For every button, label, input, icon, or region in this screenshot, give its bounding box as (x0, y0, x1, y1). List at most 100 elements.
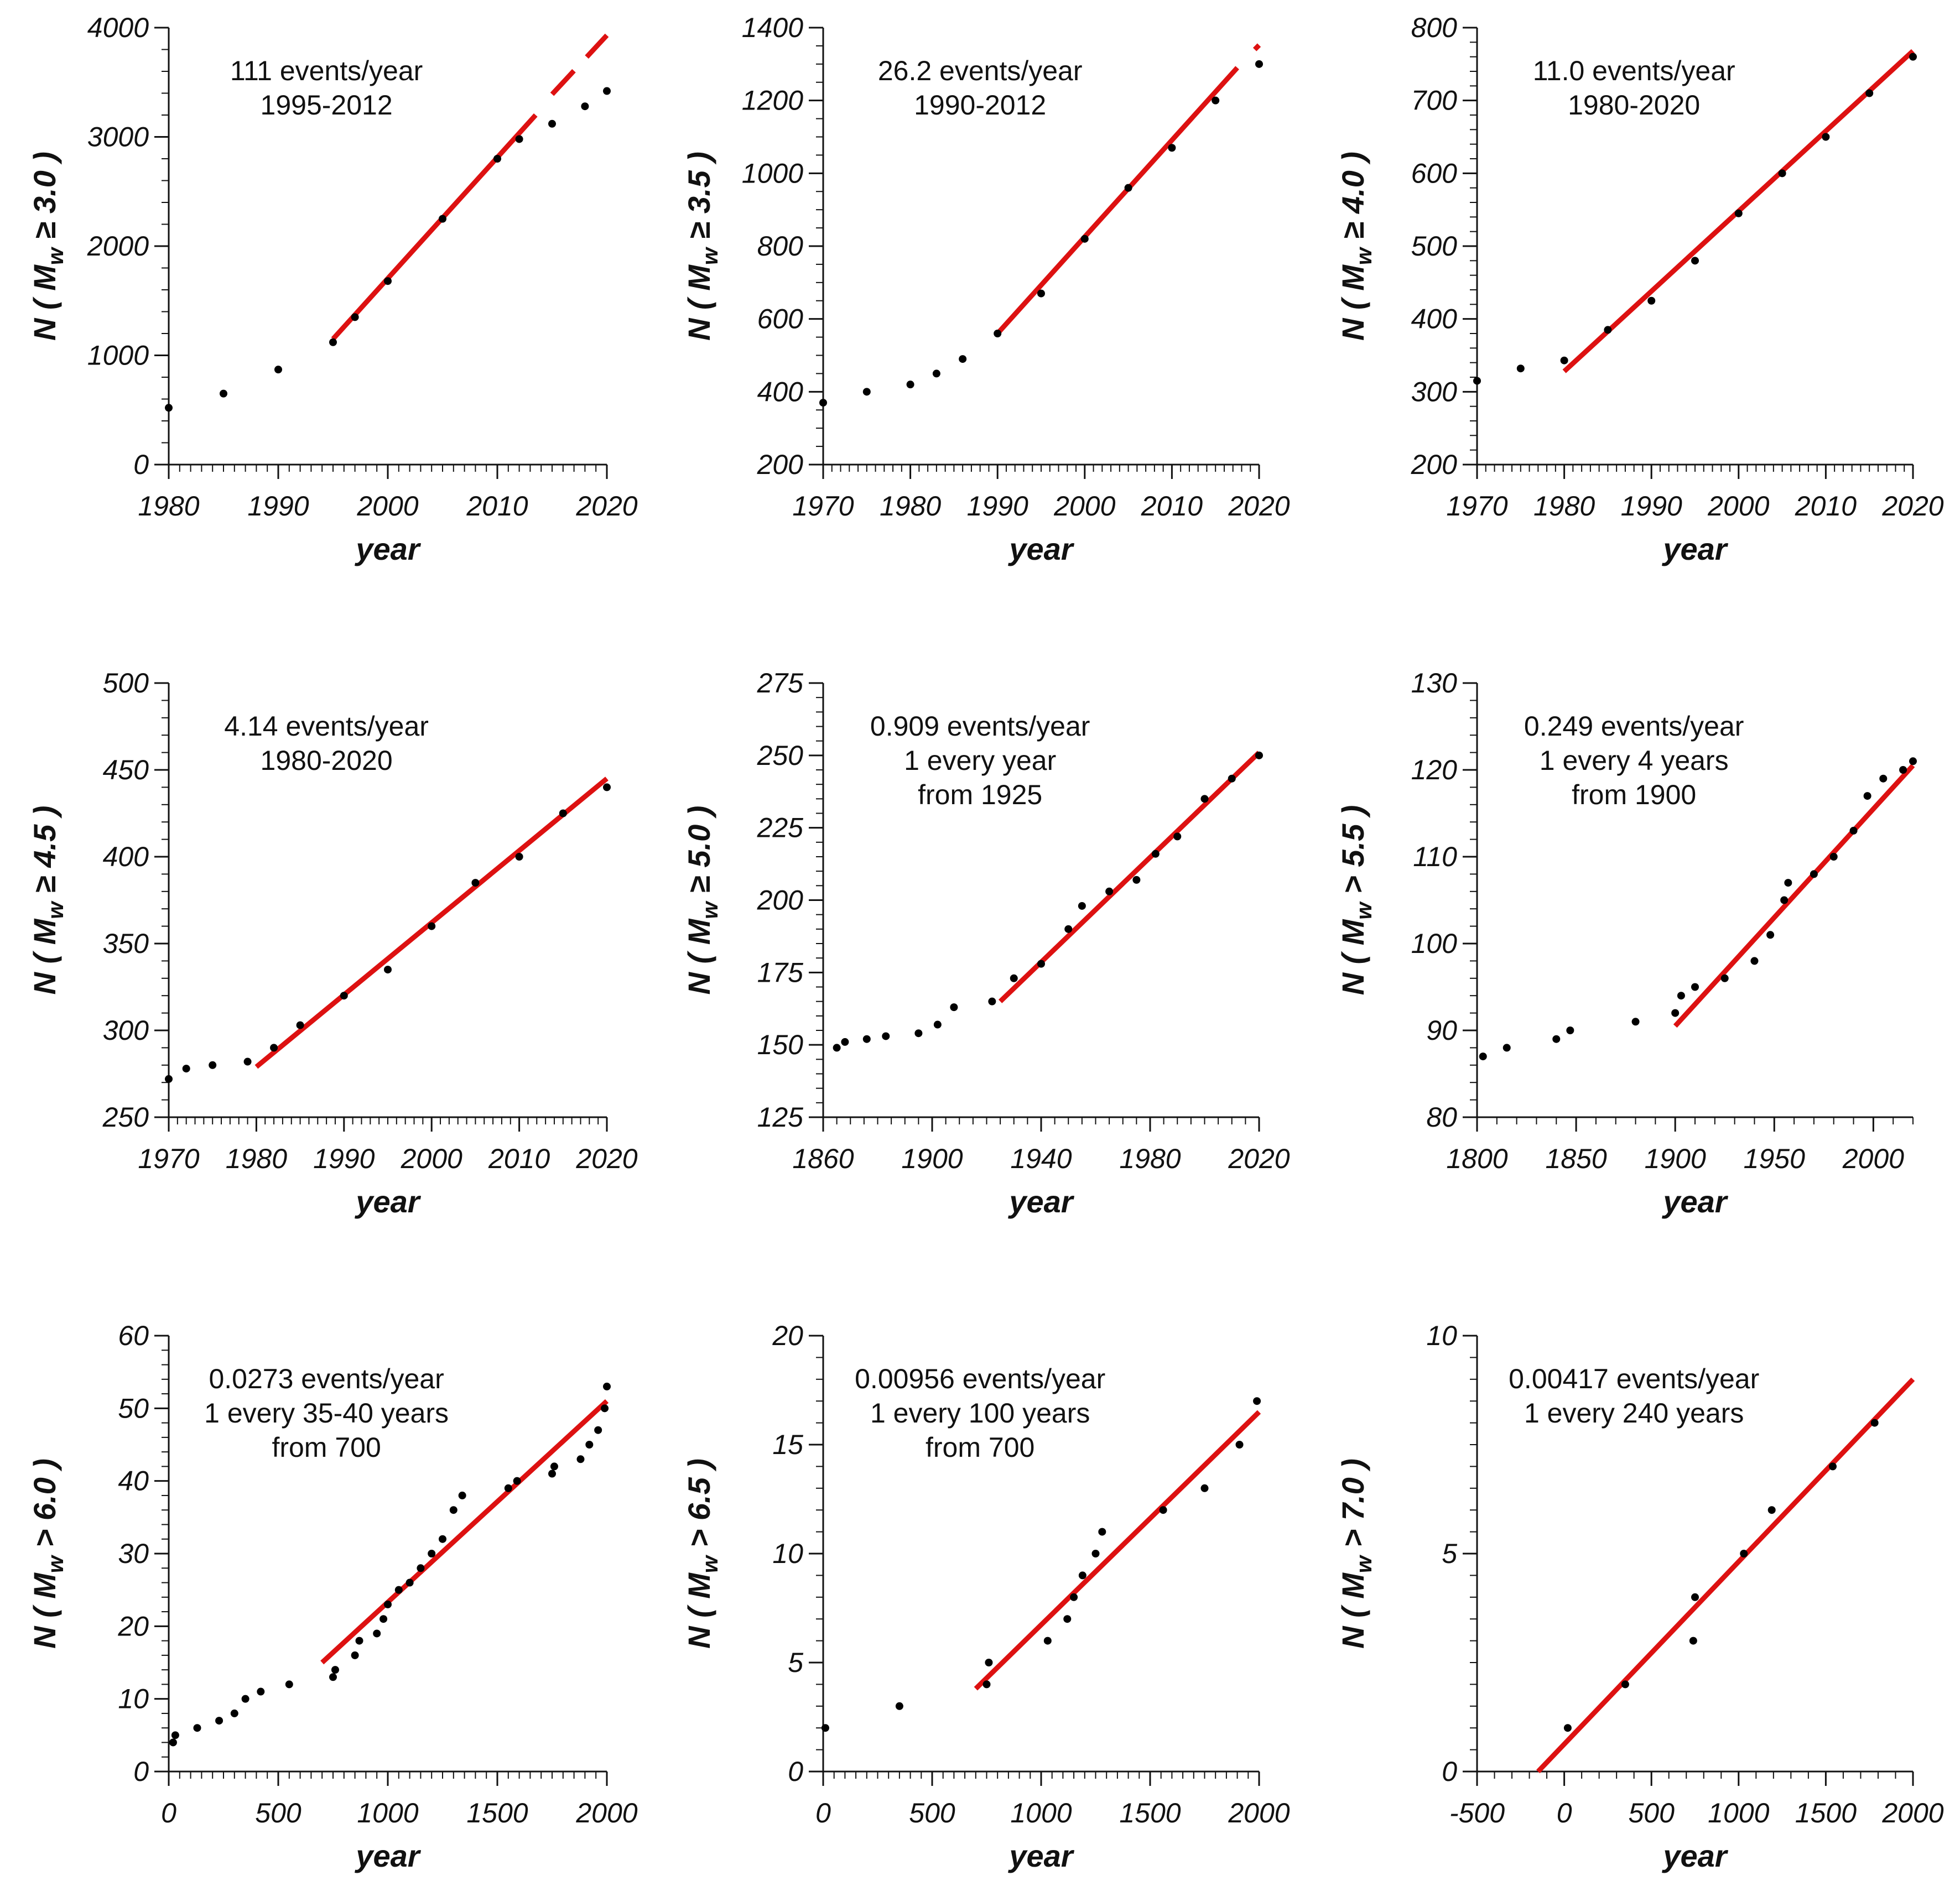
y-axis-title-prefix: N ( M (1335, 919, 1370, 995)
y-tick-label: 500 (1411, 231, 1458, 262)
data-point (548, 119, 556, 128)
annotation-line: 0.0273 events/year (209, 1363, 444, 1394)
y-tick-label: 600 (1411, 158, 1458, 189)
annotation-line: 0.249 events/year (1524, 711, 1744, 742)
x-tick-label: 2020 (575, 491, 637, 522)
x-tick-label: 1000 (1708, 1798, 1769, 1828)
data-point (379, 1615, 388, 1623)
data-point (384, 966, 392, 974)
data-point (215, 1717, 223, 1725)
data-point (1677, 992, 1685, 1000)
data-point (1124, 184, 1132, 192)
data-point (1909, 53, 1917, 61)
data-point (182, 1065, 190, 1073)
fit-line (320, 1399, 609, 1665)
y-tick-label: 300 (1411, 376, 1458, 407)
y-tick-label: 0 (788, 1756, 803, 1787)
data-point (982, 1680, 991, 1689)
y-tick-label: 0 (133, 1756, 149, 1787)
x-tick-label: 1000 (1010, 1798, 1072, 1828)
data-point (1766, 931, 1775, 939)
y-axis-title-subscript: w (698, 246, 722, 265)
data-point (833, 1044, 841, 1052)
y-tick-label: 125 (757, 1102, 804, 1133)
x-tick-label: 2010 (466, 491, 528, 522)
annotation-line: from 1900 (1572, 779, 1696, 810)
x-tick-label: 1950 (1744, 1143, 1805, 1174)
data-point (933, 1020, 942, 1029)
x-tick-label: 2000 (1053, 491, 1115, 522)
annotation-line: 1 every year (904, 745, 1056, 776)
data-point (882, 1032, 890, 1040)
data-point (257, 1687, 265, 1696)
y-axis-title: N ( Mw ≥ 4.0 ) (1335, 152, 1376, 341)
y-tick-label: 250 (757, 740, 804, 771)
y-tick-label: 175 (757, 957, 804, 988)
y-tick-label: 200 (757, 885, 804, 916)
y-axis-title-condition: ≥ 5.0 ) (682, 806, 716, 902)
x-tick-label: 1990 (247, 491, 309, 522)
y-axis-title-condition: ≥ 3.5 ) (682, 152, 716, 248)
x-tick-label: 0 (815, 1798, 831, 1828)
x-tick-label: 1990 (313, 1143, 375, 1174)
annotation-line: from 1925 (918, 779, 1042, 810)
chart-panel-4: 1970 1980 1990 2000 2010 2020 250 300 350 400 450 5… (27, 668, 638, 1219)
data-point (449, 1506, 457, 1514)
data-point (504, 1484, 512, 1492)
x-axis-title: year (1007, 1838, 1074, 1873)
y-axis-title-subscript: w (44, 900, 68, 919)
data-point (1784, 879, 1792, 887)
y-tick-label: 130 (1411, 668, 1458, 699)
x-tick-label: 1970 (792, 491, 854, 522)
x-axis-title: year (1661, 1838, 1728, 1873)
data-point (862, 388, 871, 396)
y-axis-title-prefix: N ( M (27, 1572, 62, 1649)
fit-line (1673, 764, 1915, 1028)
x-tick-label: 0 (1557, 1798, 1572, 1828)
chart-panel-6: 1800 1850 1900 1950 2000 80 90 100 110 120 130 year… (1335, 668, 1917, 1219)
data-point (439, 215, 446, 223)
y-tick-label: 20 (117, 1611, 149, 1642)
annotation-line: 1 every 4 years (1540, 745, 1729, 776)
y-axis-title-condition: > 7.0 ) (1335, 1458, 1370, 1556)
y-tick-label: 5 (788, 1647, 803, 1678)
data-point (1780, 896, 1789, 904)
data-point (1829, 853, 1838, 861)
x-tick-label: 2000 (575, 1798, 637, 1828)
data-point (439, 1535, 446, 1543)
y-tick-label: 1000 (742, 158, 803, 189)
y-tick-label: 50 (118, 1393, 149, 1424)
y-axis-title-prefix: N ( M (27, 264, 62, 341)
y-tick-label: 400 (103, 841, 149, 872)
chart-panel-5: 1860 1900 1940 1980 2020 125 150 175 200 225 250 27… (682, 668, 1290, 1219)
x-tick-label: 2020 (575, 1143, 637, 1174)
data-point (165, 404, 173, 412)
y-axis-title-prefix: N ( M (682, 1572, 716, 1649)
y-axis-title-prefix: N ( M (682, 264, 716, 341)
data-point (1173, 832, 1182, 841)
y-axis-title-condition: ≥ 4.0 ) (1335, 152, 1370, 248)
data-point (550, 1462, 558, 1471)
y-axis-title-subscript: w (698, 900, 722, 919)
data-point (1078, 1571, 1086, 1580)
data-point (1080, 235, 1089, 243)
data-point (296, 1021, 304, 1029)
y-tick-label: 0 (1442, 1756, 1457, 1787)
data-point (601, 1404, 609, 1413)
data-point (1604, 326, 1612, 334)
data-point (862, 1035, 871, 1043)
data-point (220, 389, 227, 398)
data-point (405, 1578, 414, 1587)
y-tick-label: 60 (118, 1320, 149, 1351)
annotation-line: 0.00417 events/year (1509, 1363, 1759, 1394)
data-point (1767, 1506, 1776, 1514)
y-tick-label: 300 (103, 1015, 149, 1046)
data-point (1909, 757, 1917, 765)
x-axis-title: year (354, 1838, 421, 1873)
x-tick-label: 1970 (1446, 491, 1507, 522)
annotation-line: 1990-2012 (914, 90, 1046, 121)
annotation-line: 1 every 100 years (870, 1398, 1090, 1429)
data-point (331, 1666, 339, 1674)
data-point (1200, 795, 1209, 803)
x-tick-label: 1980 (880, 491, 941, 522)
